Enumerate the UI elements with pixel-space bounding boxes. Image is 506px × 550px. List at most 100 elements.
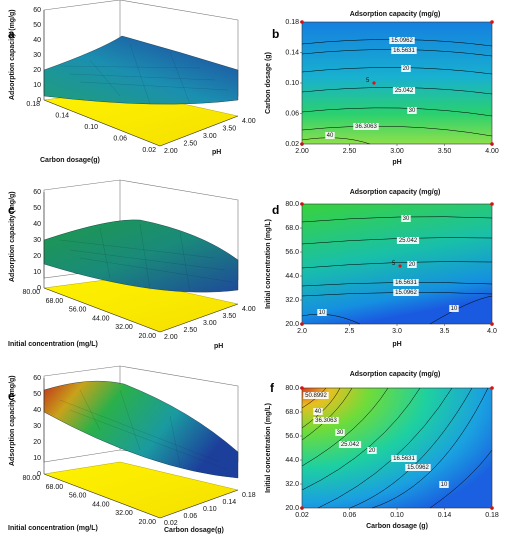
x-tick-label: 3.0 — [392, 328, 402, 335]
y-axis-label: Carbon dosage (g) — [265, 52, 272, 114]
contour-label: 36.3063 — [315, 418, 337, 424]
x-axis — [159, 303, 239, 333]
x-tick-label: 0.18 — [485, 512, 499, 519]
x-tick-label: 4.00 — [242, 306, 256, 313]
z-axis-label: Adsorption capacity (mg/g) — [9, 191, 16, 282]
contour-label: 16.5631 — [393, 48, 415, 54]
contour-label-bg — [389, 37, 415, 44]
y-tick-label: 44.0 — [285, 457, 299, 464]
y-axis-label: Carbon dosage(g) — [40, 157, 100, 164]
y-axis — [43, 99, 161, 147]
y-tick-label: 56.0 — [285, 249, 299, 256]
y-tick-label: 80.00 — [22, 475, 40, 482]
x-tick-label: 0.10 — [203, 506, 217, 513]
contour-label: 30 — [409, 108, 416, 114]
x-axis — [159, 115, 239, 147]
contour-label-bg — [393, 289, 419, 296]
contour-label-bg — [391, 455, 417, 462]
contour-label: 15.0962 — [391, 38, 413, 44]
z-tick-label: 0 — [37, 97, 41, 104]
contour-label-bg — [317, 309, 327, 316]
z-tick-label: 10 — [33, 269, 41, 276]
z-tick-label: 50 — [33, 205, 41, 212]
x-tick-label: 0.06 — [184, 513, 198, 520]
contour-label-bg — [313, 408, 323, 415]
x-tick-label: 3.50 — [223, 313, 237, 320]
z-axis-label: Adsorption capacity (mg/g) — [9, 375, 16, 466]
panel-c: c 0 10 20 30 40 50 60 80.00 68.00 56.00 44.00 32.0… — [8, 179, 256, 350]
contour-label: 25.042 — [341, 442, 360, 448]
contour-label-bg — [367, 447, 377, 454]
x-ticks: 2.00 2.50 3.00 3.50 4.00 — [164, 118, 256, 155]
x-tick-label: 2.5 — [345, 328, 355, 335]
y-tick-label: 0.06 — [113, 136, 127, 143]
z-axis-label: Adsorption capacity (mg/g) — [9, 9, 16, 100]
z-tick-label: 0 — [37, 285, 41, 292]
x-axis-label: pH — [212, 149, 221, 156]
y-ticks: 0.18 0.14 0.10 0.06 0.02 — [26, 101, 156, 154]
design-point — [490, 202, 494, 206]
contour-label: 20 — [409, 262, 416, 268]
y-tick-label: 44.0 — [285, 273, 299, 280]
contour-label: 30 — [337, 430, 344, 436]
plot-area — [301, 203, 493, 325]
y-tick-label: 20.00 — [138, 519, 156, 526]
surface-mesh — [59, 43, 229, 105]
contour-label-bg — [392, 87, 416, 94]
contour-label: 10 — [441, 482, 448, 488]
y-axis-label: Initial concentration (mg/L) — [265, 219, 272, 309]
contour-label-bg — [407, 107, 417, 114]
y-axis — [43, 473, 161, 519]
chart-title: Adsorption capacity (mg/g) — [350, 11, 441, 18]
z-tick-label: 20 — [33, 67, 41, 74]
contour-label-bg — [396, 237, 420, 244]
x-tick-label: 3.50 — [223, 126, 237, 133]
x-axis-label: Carbon dosage (g) — [366, 523, 428, 530]
panel-label-f: f — [270, 381, 275, 395]
chart-title: Adsorption capacity (mg/g) — [350, 371, 441, 378]
contour-label: 20 — [403, 66, 410, 72]
x-ticks: 2.00 2.50 3.00 3.50 4.00 — [164, 306, 256, 341]
chart-title: Adsorption capacity (mg/g) — [350, 189, 441, 196]
x-ticks: 0.02 0.06 0.10 0.14 0.18 — [164, 492, 256, 527]
y-tick-label: 56.00 — [69, 307, 87, 314]
response-surface — [43, 380, 239, 479]
z-ticks: 0 10 20 30 40 50 60 — [33, 7, 41, 104]
z-tick-label: 30 — [33, 52, 41, 59]
surface-mesh — [59, 223, 233, 293]
x-tick-label: 2.50 — [184, 327, 198, 334]
x-tick-label: 2.00 — [295, 148, 309, 155]
contour-label: 36.3063 — [355, 124, 377, 130]
z-tick-label: 40 — [33, 221, 41, 228]
contour-label: 50.8992 — [305, 393, 327, 399]
x-tick-label: 2.00 — [164, 148, 178, 155]
x-tick-label: 3.50 — [438, 148, 452, 155]
y-axis — [43, 287, 161, 333]
y-axis-label: Initial concentration (mg/L) — [8, 341, 98, 348]
contour-label: 10 — [319, 310, 326, 316]
y-tick-label: 32.00 — [115, 324, 133, 331]
contour-label-bg — [449, 305, 459, 312]
contour-label: 15.0962 — [395, 290, 417, 296]
panel-f: f Adsorption capacity (mg/g) 50.8992 40 36… — [265, 371, 499, 530]
contour-label-bg — [393, 279, 419, 286]
x-tick-label: 4.00 — [485, 148, 499, 155]
design-point — [490, 386, 494, 390]
y-tick-label: 0.18 — [26, 101, 40, 108]
response-surface — [43, 35, 239, 105]
z-ticks: 0 10 20 30 40 50 60 — [33, 375, 41, 478]
x-tick-label: 2.50 — [184, 141, 198, 148]
contour-label-bg — [407, 261, 417, 268]
contour-label: 25.042 — [399, 238, 418, 244]
design-point-count: 5 — [366, 78, 370, 84]
z-tick-label: 0 — [37, 471, 41, 478]
contour-label-bg — [338, 441, 362, 448]
x-tick-label: 0.06 — [343, 512, 357, 519]
panel-d: d Adsorption capacity (mg/g) 30 25.042 20 1… — [265, 189, 497, 348]
contour-label-bg — [335, 429, 345, 436]
panel-label-b: b — [272, 27, 279, 41]
contour-label-bg — [303, 392, 329, 399]
y-tick-label: 20.0 — [285, 505, 299, 512]
z-tick-label: 60 — [33, 7, 41, 14]
z-tick-label: 50 — [33, 22, 41, 29]
